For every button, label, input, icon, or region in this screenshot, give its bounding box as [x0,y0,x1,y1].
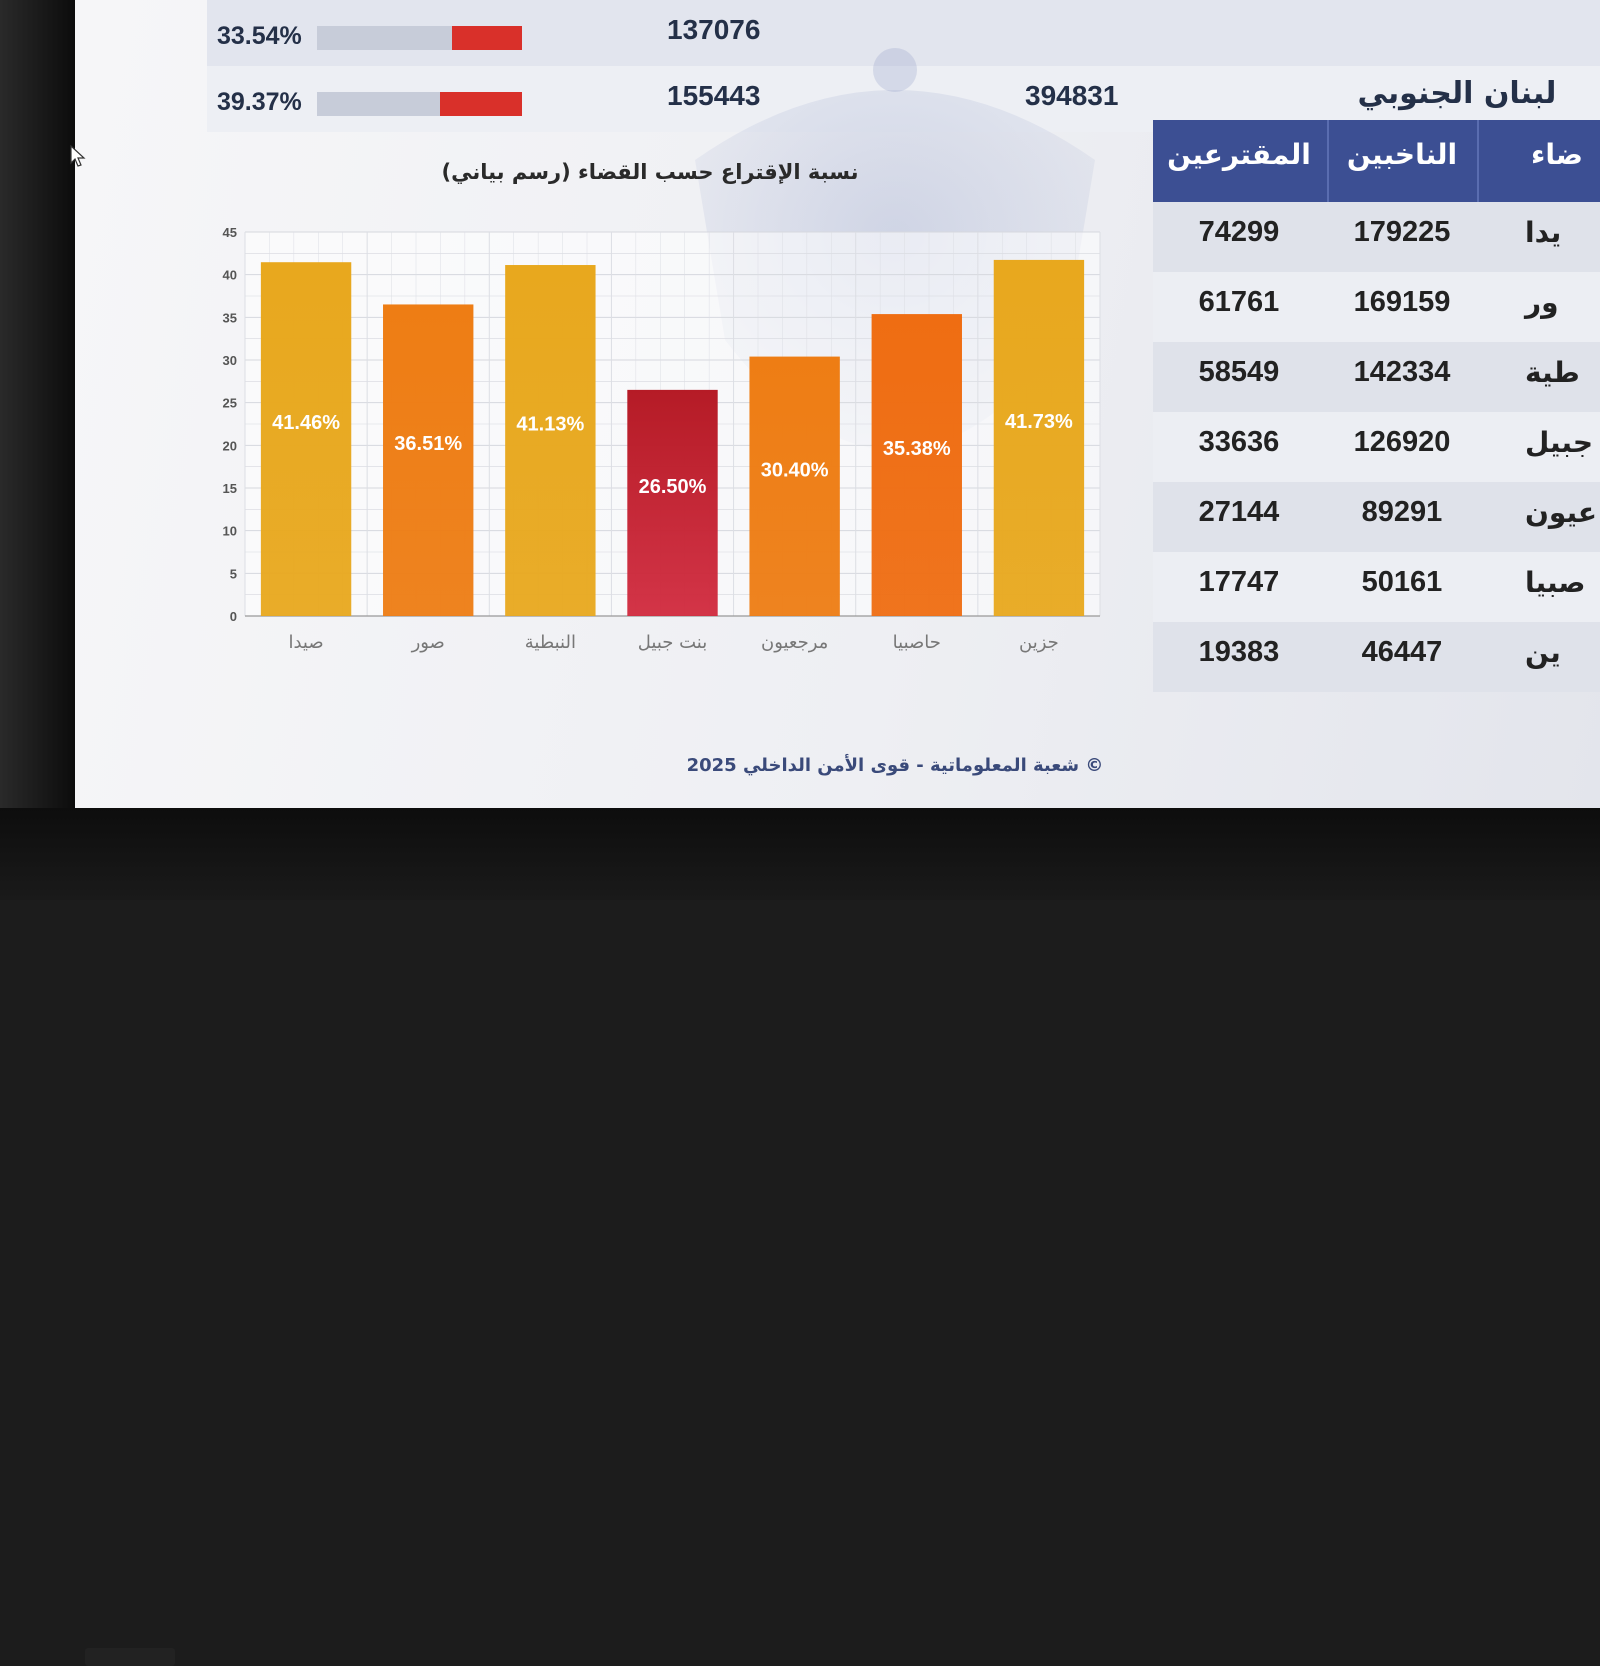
region-voters: 137076 [667,14,761,45]
region-progress-bar [317,92,522,116]
region-progress-fill [452,26,522,50]
x-category-label: النبطية [525,632,576,653]
district-cell: جبيل [1525,426,1594,459]
region-name: لبنان الجنوبي [1357,76,1557,111]
registered-cell: 89291 [1361,496,1443,528]
registered-cell: 50161 [1361,566,1443,598]
table-row: 27144 89291 عيون [1153,482,1600,552]
table-row: 17747 50161 صبيا [1153,552,1600,622]
chart-bar [993,259,1085,616]
y-tick-label: 5 [230,566,237,581]
region-progress-fill [440,92,522,116]
table-row: 19383 46447 ين [1153,622,1600,692]
y-tick-label: 15 [223,481,237,496]
table-row: 33636 126920 جبيل [1153,412,1600,482]
district-cell: يدا [1525,216,1562,249]
y-tick-label: 25 [223,396,237,411]
registered-cell: 169159 [1353,286,1451,318]
header-district: ضاء [1531,138,1583,171]
bar-value-label: 35.38% [883,438,951,460]
x-category-label: بنت جبيل [638,632,707,653]
header-voters: المقترعين [1167,138,1311,171]
x-category-label: صيدا [288,632,323,653]
y-tick-label: 40 [223,268,237,283]
voters-cell: 74299 [1198,216,1280,248]
y-tick-label: 0 [230,609,237,624]
header-registered: الناخبين [1346,138,1458,171]
footer-copyright: © شعبة المعلوماتية - قوى الأمن الداخلي 2… [686,755,1104,776]
bar-value-label: 26.50% [639,476,707,498]
chart-bar [505,265,596,616]
y-tick-label: 10 [223,524,237,539]
chart-title: نسبة الإقتراع حسب القضاء (رسم بياني) [441,160,859,184]
chart-bar [749,356,840,616]
table-body: 74299 179225 يدا 61761 169159 ور 58549 142334 طي… [1153,202,1600,692]
bar-value-label: 41.73% [1005,411,1073,433]
district-cell: ين [1525,636,1561,669]
district-cell: عيون [1525,496,1598,529]
bar-value-label: 41.13% [516,414,584,436]
table-row: 74299 179225 يدا [1153,202,1600,272]
region-row: 33.54% 137076 [207,0,1600,66]
screen: 408706 33.54% 137076 39.37% 155443 39483… [75,0,1600,808]
district-cell: طية [1525,356,1580,389]
region-percent: 33.54% [217,22,302,50]
district-cell: ور [1525,286,1559,319]
table-row: 58549 142334 طية [1153,342,1600,412]
y-tick-label: 45 [223,225,237,240]
registered-cell: 179225 [1353,216,1451,248]
region-percent: 39.37% [217,88,302,116]
x-category-label: حاصبيا [893,632,941,653]
district-cell: صبيا [1525,566,1586,599]
chart-bar [627,389,718,616]
y-tick-label: 20 [223,438,237,453]
region-progress-bar [317,26,522,50]
monitor-bezel-bottom [0,808,1600,1666]
y-tick-label: 35 [223,310,237,325]
region-registered: 394831 [1025,80,1119,111]
monitor-logo [85,1648,175,1666]
mouse-cursor-icon [70,145,86,167]
turnout-bar-chart: 0 5 10 15 20 25 30 35 40 45 41.46% صيدا 36.51% صور 41.… [223,225,1101,653]
voters-cell: 33636 [1198,426,1280,458]
voters-cell: 58549 [1198,356,1280,388]
region-voters: 155443 [667,80,761,111]
chart-bar [260,262,352,616]
monitor-bezel-left [0,0,75,900]
table-header: المقترعين الناخبين ضاء [1153,120,1600,206]
chart-bar [871,314,962,616]
voters-cell: 61761 [1198,286,1280,318]
chart-bar [383,304,474,616]
table-row: 61761 169159 ور [1153,272,1600,342]
bar-value-label: 30.40% [761,459,829,481]
registered-cell: 46447 [1361,636,1443,668]
x-category-label: جزين [1019,632,1059,653]
voters-cell: 27144 [1198,496,1280,528]
voters-cell: 19383 [1198,636,1280,668]
y-tick-label: 30 [223,353,237,368]
x-category-label: مرجعيون [761,632,828,653]
registered-cell: 126920 [1353,426,1451,458]
voters-cell: 17747 [1198,566,1280,598]
x-category-label: صور [411,632,445,653]
bar-value-label: 41.46% [272,412,340,434]
bar-value-label: 36.51% [394,433,462,455]
registered-cell: 142334 [1353,356,1451,388]
